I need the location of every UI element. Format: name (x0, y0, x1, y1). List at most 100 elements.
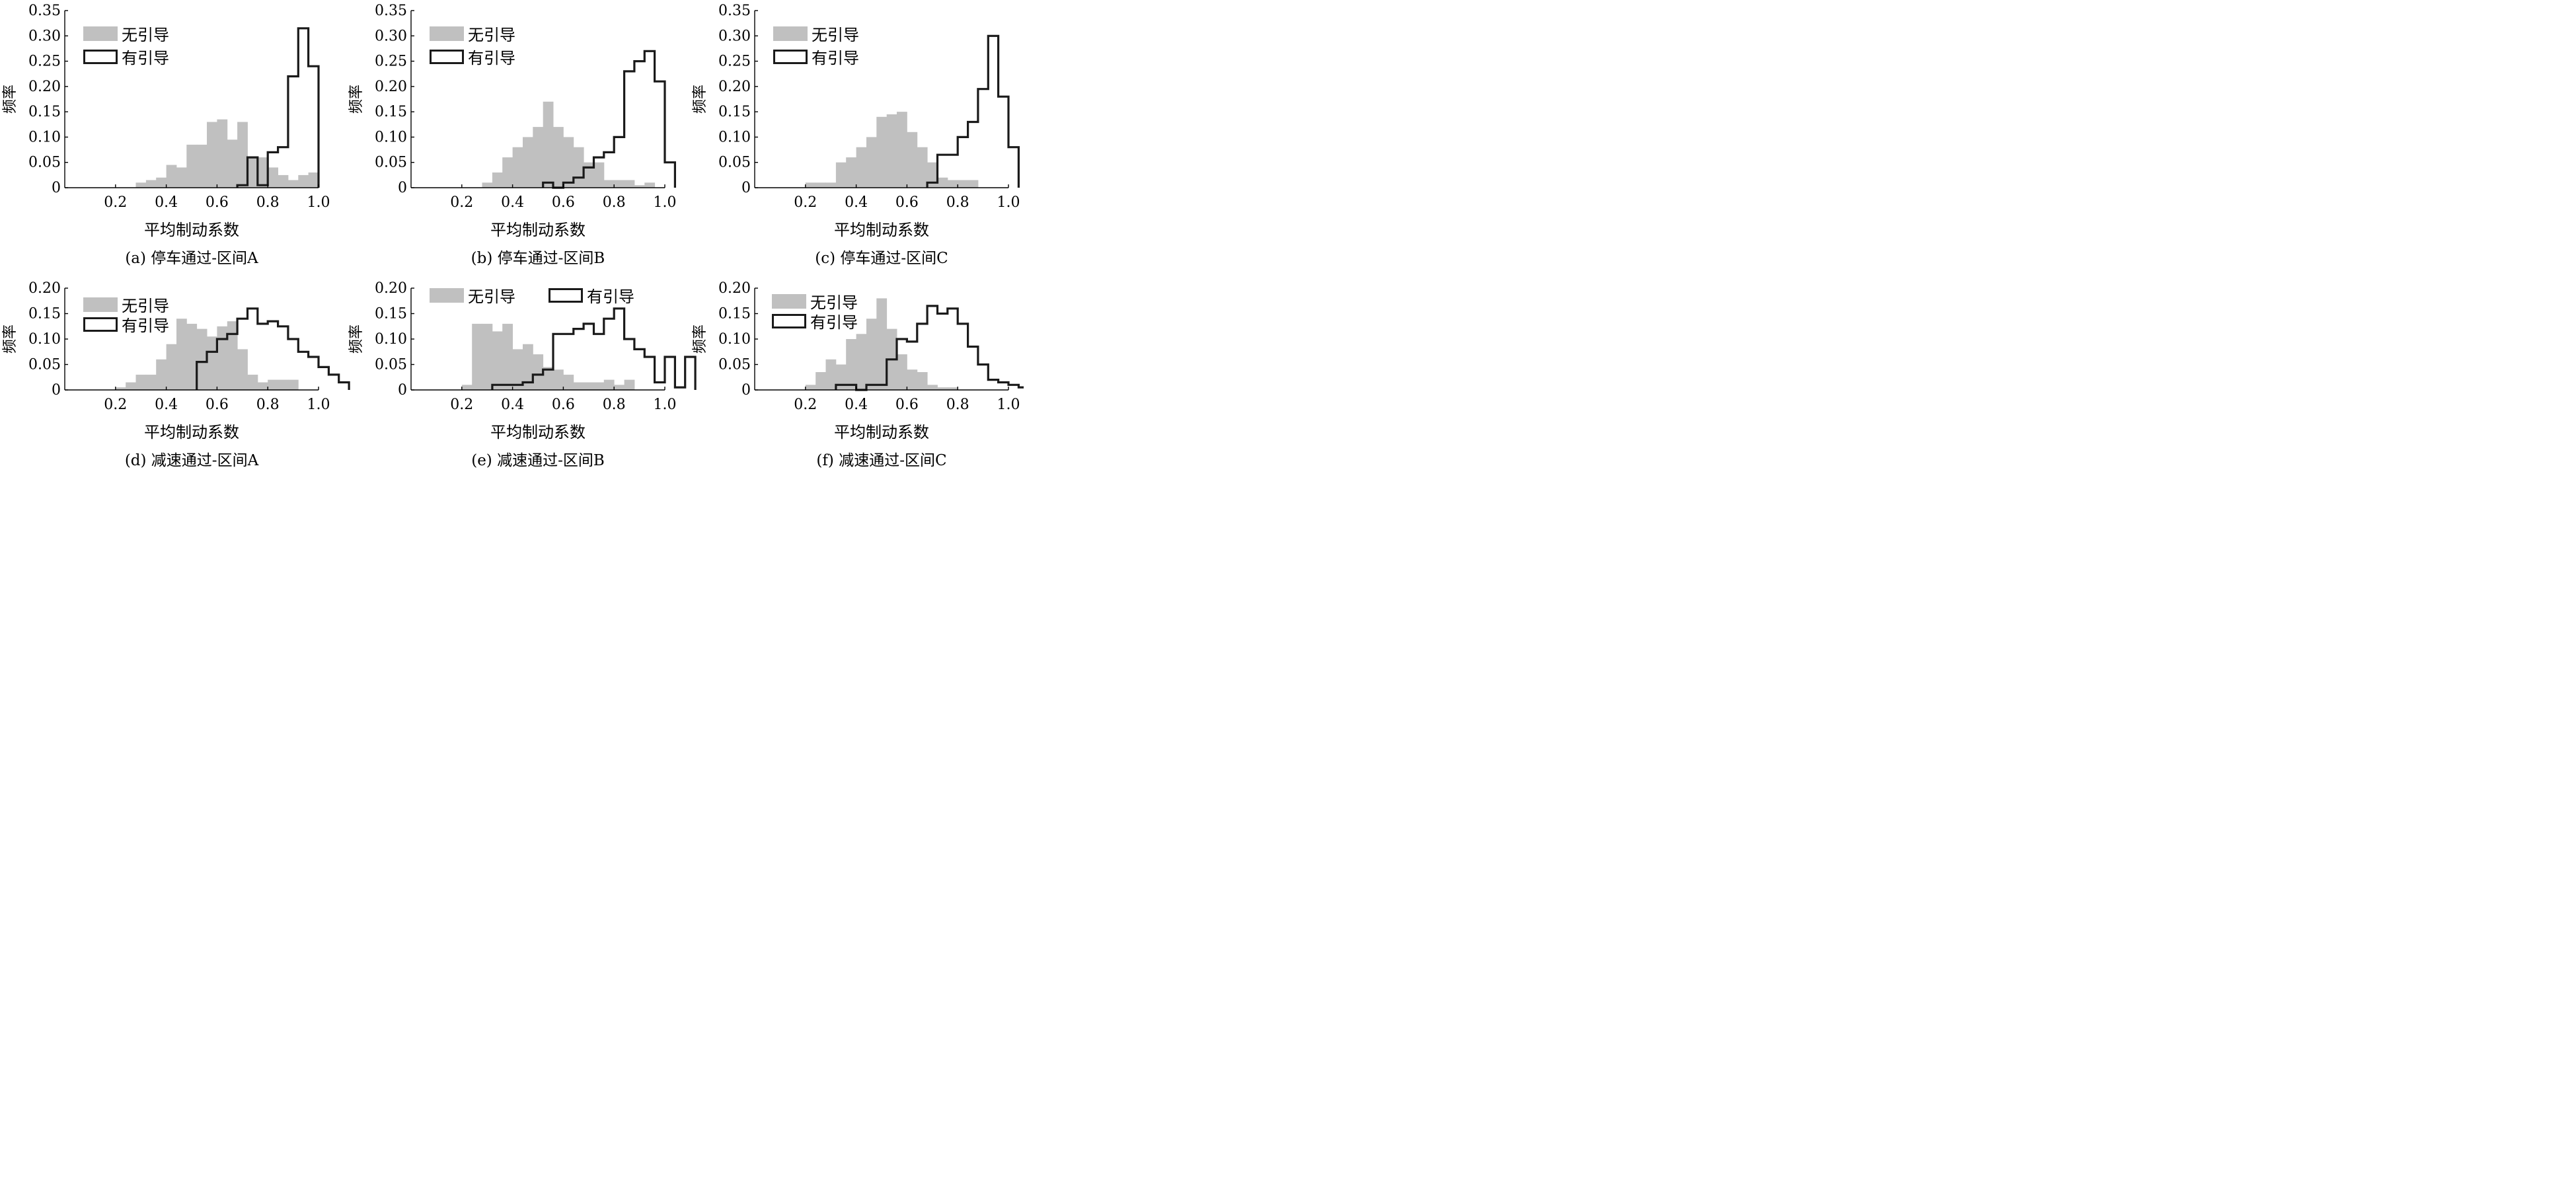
y-tick-label: 0.10 (375, 331, 407, 348)
legend-label-no-guidance: 无引导 (122, 26, 169, 44)
bar-no-guidance (176, 319, 187, 390)
x-tick-label: 0.6 (895, 397, 919, 413)
bar-no-guidance (502, 157, 513, 188)
legend-label-with-guidance: 有引导 (587, 287, 634, 306)
panel-a: 0 0.05 0.10 0.15 0.20 0.25 0.30 0.35 0.2 0.4 0.6 0.… (2, 3, 330, 267)
panel-caption: (f) 减速通过-区间C (816, 452, 946, 469)
bar-no-guidance (166, 344, 177, 390)
x-axis-label: 平均制动系数 (834, 423, 929, 441)
bar-no-guidance (856, 334, 867, 390)
x-tick-label: 0.8 (603, 194, 626, 211)
legend-label-with-guidance: 有引导 (122, 49, 169, 67)
x-tick-label: 1.0 (307, 194, 330, 211)
bar-no-guidance (207, 336, 217, 390)
y-tick-label: 0.10 (718, 129, 751, 145)
bar-no-guidance (268, 379, 278, 390)
bar-no-guidance (217, 326, 228, 391)
bar-no-guidance (135, 374, 147, 390)
bar-no-guidance (846, 157, 856, 188)
y-axis-label: 频率 (348, 85, 365, 114)
y-tick-label: 0 (52, 382, 61, 399)
y-tick-label: 0.15 (718, 306, 751, 323)
y-axis-label: 频率 (692, 325, 708, 354)
y-tick-label: 0 (741, 382, 751, 399)
legend-label-no-guidance: 无引导 (812, 26, 859, 44)
bar-no-guidance (815, 182, 826, 188)
histogram-figure: 00.050.100.150.200.250.300.350.2 0.4 0.6 0.… (2, 3, 1024, 469)
y-tick-label: 0.20 (375, 79, 407, 95)
y-tick-label: 0 (398, 382, 407, 399)
bar-no-guidance (196, 328, 208, 390)
legend-swatch-with-guidance (772, 314, 806, 328)
x-tick-label: 0.6 (206, 194, 229, 211)
y-tick-label: 0.05 (28, 155, 61, 171)
bar-no-guidance (166, 165, 177, 188)
bar-no-guidance (512, 147, 523, 188)
y-tick-label: 0.20 (375, 280, 407, 297)
bar-no-guidance (624, 180, 635, 188)
y-tick-label: 0.10 (28, 331, 61, 348)
panel-c: 0 0.05 0.10 0.15 0.20 0.25 0.30 0.35 0.2 0.4 0.6 0.… (692, 3, 1020, 267)
y-tick-label: 0.25 (375, 54, 407, 70)
x-tick-label: 0.4 (155, 194, 178, 211)
y-tick-label: 0.15 (28, 104, 61, 120)
legend-swatch-with-guidance (549, 288, 583, 303)
x-axis-label: 平均制动系数 (144, 423, 239, 441)
bar-no-guidance (492, 331, 503, 390)
bar-no-guidance (217, 119, 228, 188)
y-tick-label: 0.05 (718, 155, 751, 171)
bar-no-guidance (907, 132, 918, 188)
bar-no-guidance (835, 162, 847, 188)
y-tick-label: 0.05 (375, 155, 407, 171)
bar-no-guidance (257, 382, 268, 390)
bar-no-guidance (815, 372, 826, 390)
y-tick-label: 0 (741, 180, 751, 196)
bar-no-guidance (145, 180, 157, 188)
bar-no-guidance (533, 354, 544, 390)
panel-caption: (e) 减速通过-区间B (471, 452, 605, 469)
bar-no-guidance (298, 174, 309, 188)
bar-no-guidance (533, 127, 544, 188)
bar-no-guidance (502, 323, 513, 390)
legend-label-with-guidance: 有引导 (468, 49, 515, 67)
bar-no-guidance (543, 101, 554, 188)
bar-no-guidance (947, 387, 958, 390)
bar-no-guidance (563, 137, 574, 188)
x-tick-label: 0.6 (206, 397, 229, 413)
outline-with-guidance (835, 305, 1024, 391)
bar-no-guidance (917, 147, 928, 188)
x-tick-label: 0.6 (552, 194, 575, 211)
bar-no-guidance (186, 144, 198, 188)
bar-no-guidance (563, 374, 574, 390)
bar-no-guidance (846, 339, 856, 390)
y-tick-label: 0.20 (28, 79, 61, 95)
bar-no-guidance (835, 364, 847, 390)
x-tick-label: 1.0 (997, 194, 1020, 211)
x-tick-label: 0.8 (603, 397, 626, 413)
y-axis-label: 频率 (348, 325, 365, 354)
bar-no-guidance (947, 180, 958, 188)
bar-no-guidance (482, 323, 493, 390)
y-tick-label: 0.35 (718, 3, 751, 19)
bar-no-guidance (268, 167, 278, 188)
y-tick-label: 0.20 (718, 79, 751, 95)
bar-no-guidance (825, 182, 837, 188)
bar-no-guidance (115, 387, 126, 390)
panel-f: 0 0.05 0.10 0.15 0.20 0.2 0.4 0.6 0.8 1.0 频率平均制动系数… (692, 280, 1024, 469)
panel-caption: (a) 停车通过-区间A (125, 250, 258, 267)
panel-caption: (c) 停车通过-区间C (815, 250, 948, 267)
bar-no-guidance (543, 367, 554, 390)
outline-with-guidance (926, 34, 1020, 188)
x-tick-label: 0.4 (501, 397, 524, 413)
legend-swatch-no-guidance (83, 297, 118, 312)
bar-no-guidance (145, 374, 157, 390)
bar-no-guidance (227, 139, 238, 188)
y-tick-label: 0.35 (375, 3, 407, 19)
bar-no-guidance (247, 374, 258, 390)
bar-no-guidance (917, 372, 928, 390)
y-tick-label: 0.20 (718, 280, 751, 297)
bar-no-guidance (287, 379, 299, 390)
bar-no-guidance (278, 174, 289, 188)
bar-no-guidance (308, 172, 319, 188)
panel-b: 0 0.05 0.10 0.15 0.20 0.25 0.30 0.35 0.2 0.4 0.6 0.… (348, 3, 677, 267)
